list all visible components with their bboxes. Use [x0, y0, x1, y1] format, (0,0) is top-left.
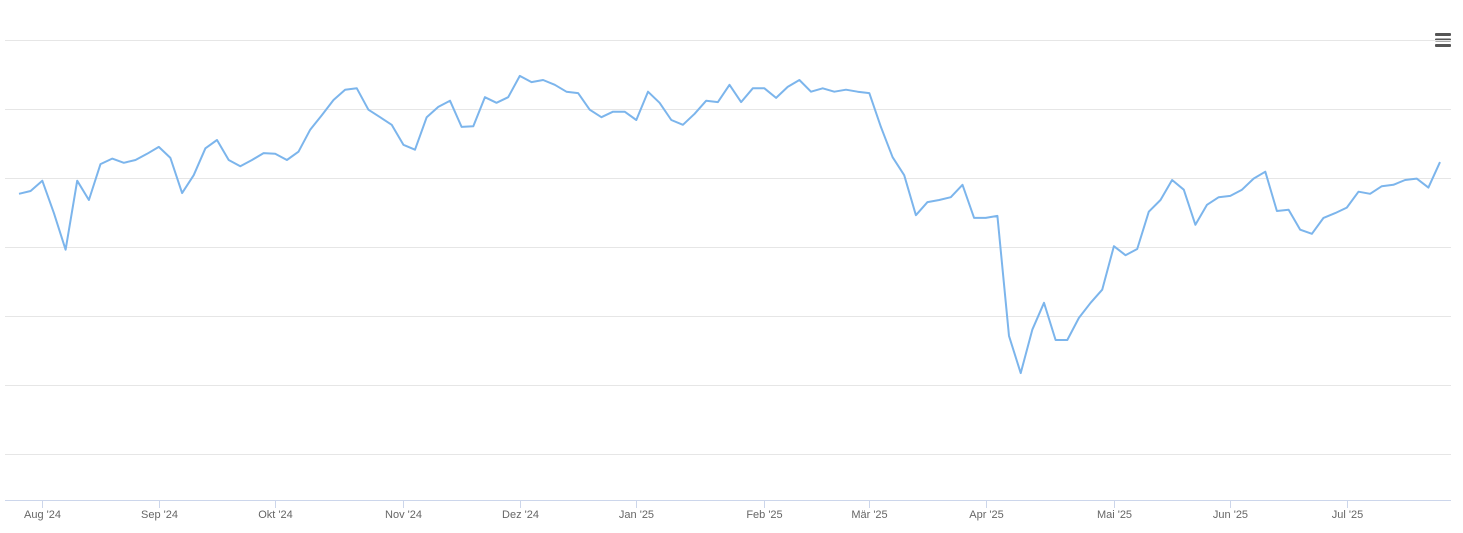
x-tick-label: Nov '24	[385, 509, 422, 521]
x-tick-label: Dez '24	[502, 509, 539, 521]
x-tick-label: Feb '25	[746, 509, 782, 521]
x-tick-label: Apr '25	[969, 509, 1004, 521]
x-tick-label: Mär '25	[851, 509, 887, 521]
x-tick-label: Jan '25	[619, 509, 654, 521]
line-series	[18, 74, 1441, 375]
x-tick-label: Okt '24	[258, 509, 293, 521]
x-tick-label: Jul '25	[1332, 509, 1363, 521]
x-tick-label: Mai '25	[1097, 509, 1132, 521]
menu-bar	[1435, 33, 1451, 36]
menu-bar	[1435, 44, 1451, 47]
x-tick-label: Jun '25	[1213, 509, 1248, 521]
x-tick-label: Aug '24	[24, 509, 61, 521]
x-tick-label: Sep '24	[141, 509, 178, 521]
